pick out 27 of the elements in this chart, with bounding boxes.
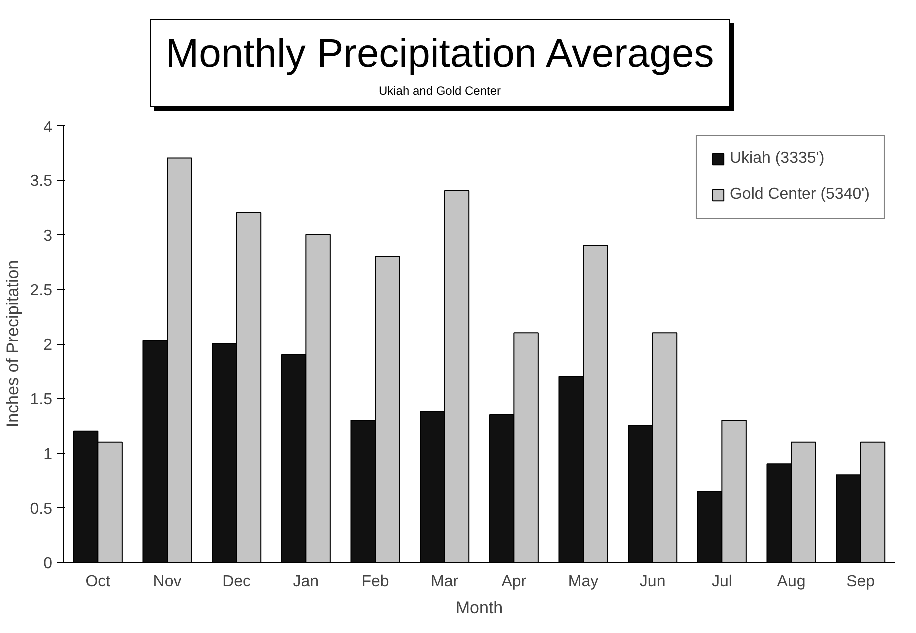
y-tick-label: 1.5 [30, 392, 53, 409]
x-tick-label: Sep [846, 574, 876, 590]
y-tick-label: 2 [44, 337, 53, 354]
y-tick-label: 0 [44, 556, 53, 572]
x-tick-label: Apr [502, 574, 528, 590]
x-tick-label: Feb [362, 574, 390, 590]
x-tick-label: Jun [640, 574, 666, 590]
x-tick-label: Aug [777, 574, 806, 590]
x-tick-label: Mar [431, 574, 460, 590]
x-tick-label: May [568, 574, 599, 590]
x-tick-label: Nov [153, 574, 182, 590]
y-tick-label: 2.5 [30, 282, 53, 300]
x-tick-label: Jul [712, 574, 732, 590]
y-tick-label: 1 [44, 446, 53, 464]
chart-subtitle: Ukiah and Gold Center [378, 83, 502, 100]
x-axis-title: Month [456, 598, 504, 618]
x-tick-label: Jan [293, 574, 320, 590]
x-tick-label: Oct [86, 574, 112, 590]
y-tick-label: 3.5 [30, 173, 53, 190]
y-axis-title: Inches of Precipitation [3, 260, 22, 428]
x-tick-label: Dec [222, 574, 252, 590]
y-tick-label: 0.5 [30, 500, 53, 518]
legend-label: Gold Center (5340') [730, 186, 870, 204]
legend-label: Ukiah (3335') [730, 150, 825, 168]
chart-title: Monthly Precipitation Averages [164, 31, 716, 78]
y-tick-label: 4 [44, 120, 53, 136]
y-tick-label: 3 [44, 228, 53, 245]
